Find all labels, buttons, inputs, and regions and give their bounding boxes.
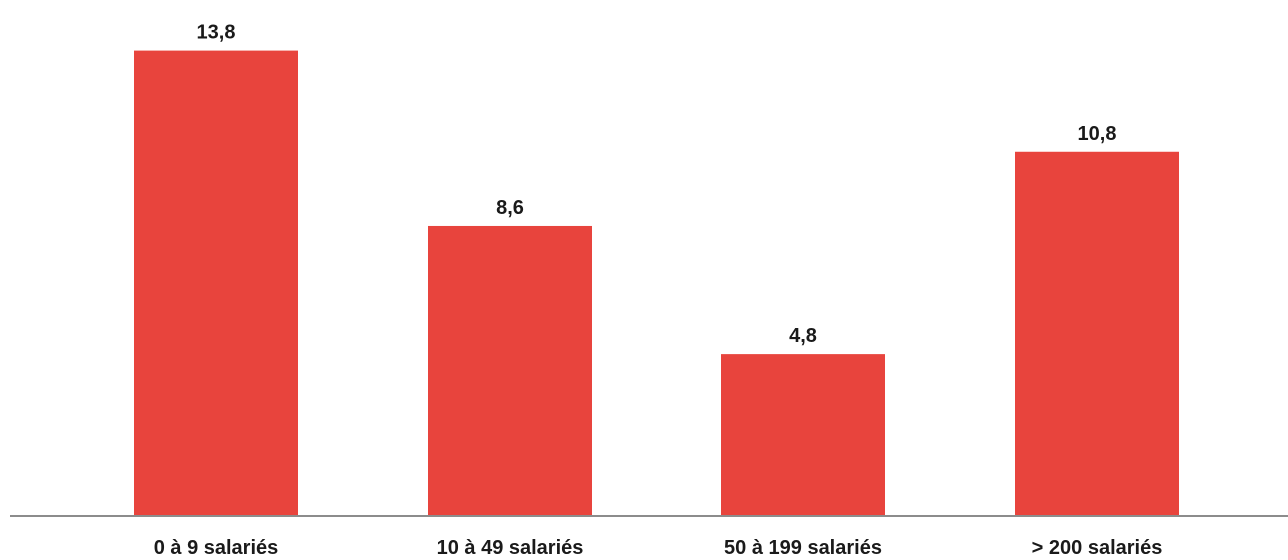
- bar-value-label-1: 13,8: [197, 22, 236, 44]
- category-label-2: 10 à 49 salariés: [437, 537, 584, 559]
- bar-1: [134, 50, 298, 517]
- category-label-3: 50 à 199 salariés: [724, 537, 882, 559]
- bars-layer: [134, 50, 1179, 517]
- bar-value-label-3: 4,8: [789, 325, 817, 347]
- value-labels-layer: 13,8 8,6 4,8 10,8: [197, 22, 1117, 348]
- bar-value-label-4: 10,8: [1078, 123, 1117, 145]
- category-label-4: > 200 salariés: [1032, 537, 1163, 559]
- bar-3: [721, 354, 885, 516]
- bar-4: [1015, 151, 1179, 516]
- category-labels-layer: 0 à 9 salariés 10 à 49 salariés 50 à 199 s…: [154, 537, 1163, 559]
- category-label-1: 0 à 9 salariés: [154, 537, 279, 559]
- bar-value-label-2: 8,6: [496, 197, 524, 219]
- bar-2: [428, 225, 592, 516]
